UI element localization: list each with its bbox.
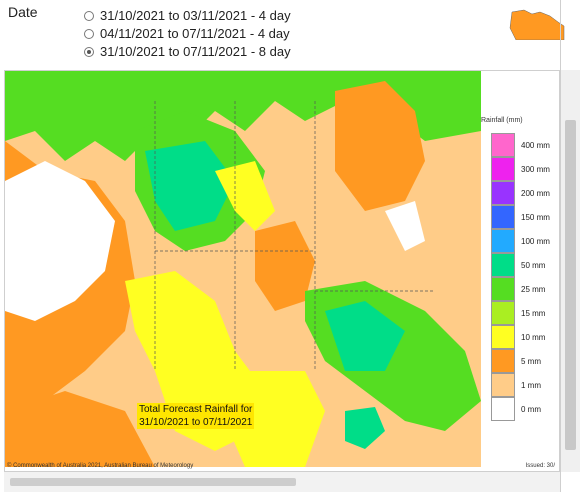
scroll-thumb[interactable] (565, 120, 576, 450)
issued-footer: Issued: 30/ (525, 463, 555, 469)
legend-swatch (491, 229, 515, 253)
yellow-centre (215, 161, 275, 231)
legend-label: 300 mm (521, 165, 550, 174)
legend-swatch (491, 325, 515, 349)
vertical-scrollbar[interactable] (561, 70, 580, 472)
date-label: Date (8, 4, 38, 20)
rainfall-map-frame: Total Forecast Rainfall for 31/10/2021 t… (4, 70, 560, 472)
map-caption: Total Forecast Rainfall for 31/10/2021 t… (137, 403, 255, 429)
legend-label: 100 mm (521, 237, 550, 246)
legend-label: 5 mm (521, 357, 541, 366)
legend-label: 400 mm (521, 141, 550, 150)
legend-swatch (491, 205, 515, 229)
legend-label: 10 mm (521, 333, 546, 342)
tasmania (345, 407, 385, 449)
australia-thumbnail-icon (509, 9, 565, 40)
dark-green-south-east (325, 301, 405, 371)
map-caption-line2: 31/10/2021 to 07/11/2021 (139, 417, 253, 428)
dark-green-patch (145, 141, 235, 231)
yellow-bight (225, 371, 325, 467)
legend-label: 15 mm (521, 309, 546, 318)
date-option-label: 31/10/2021 to 03/11/2021 - 4 day (100, 8, 291, 23)
map-caption-line1: Total Forecast Rainfall for (139, 404, 253, 415)
legend-swatch (491, 157, 515, 181)
horizontal-scroll-thumb[interactable] (10, 478, 296, 486)
white-west (5, 161, 115, 321)
legend-swatch (491, 133, 515, 157)
legend-swatch (491, 349, 515, 373)
legend-swatch (491, 253, 515, 277)
radio-button[interactable] (84, 28, 94, 39)
white-east (385, 201, 425, 251)
legend-label: 0 mm (521, 405, 541, 414)
legend-swatch (491, 373, 515, 397)
radio-button-selected[interactable] (84, 46, 94, 57)
legend-title: Rainfall (mm) (481, 117, 523, 124)
date-option-label: 04/11/2021 to 07/11/2021 - 4 day (100, 26, 290, 41)
radio-button[interactable] (84, 10, 94, 21)
legend-label: 50 mm (521, 261, 546, 270)
date-option-2[interactable]: 04/11/2021 to 07/11/2021 - 4 day (84, 26, 290, 41)
orange-centre (255, 221, 315, 311)
legend-swatch (491, 397, 515, 421)
copyright-footer: © Commonwealth of Australia 2021, Austra… (7, 463, 194, 469)
rainfall-legend: Rainfall (mm) 400 mm 300 mm 200 mm 150 mm 10… (481, 71, 559, 471)
horizontal-scrollbar[interactable] (4, 472, 560, 492)
date-option-label: 31/10/2021 to 07/11/2021 - 8 day (100, 44, 291, 59)
panel-divider (560, 0, 561, 492)
legend-swatch (491, 301, 515, 325)
legend-label: 25 mm (521, 285, 546, 294)
orange-queensland (335, 81, 425, 211)
orange-south-west (5, 391, 155, 467)
date-option-1[interactable]: 31/10/2021 to 03/11/2021 - 4 day (84, 8, 291, 23)
legend-label: 150 mm (521, 213, 550, 222)
legend-swatch (491, 181, 515, 205)
date-option-3[interactable]: 31/10/2021 to 07/11/2021 - 8 day (84, 44, 291, 59)
date-panel: Date 31/10/2021 to 03/11/2021 - 4 day 04… (0, 0, 580, 70)
rainfall-map (5, 71, 481, 471)
legend-label: 200 mm (521, 189, 550, 198)
legend-label: 1 mm (521, 381, 541, 390)
legend-swatch (491, 277, 515, 301)
